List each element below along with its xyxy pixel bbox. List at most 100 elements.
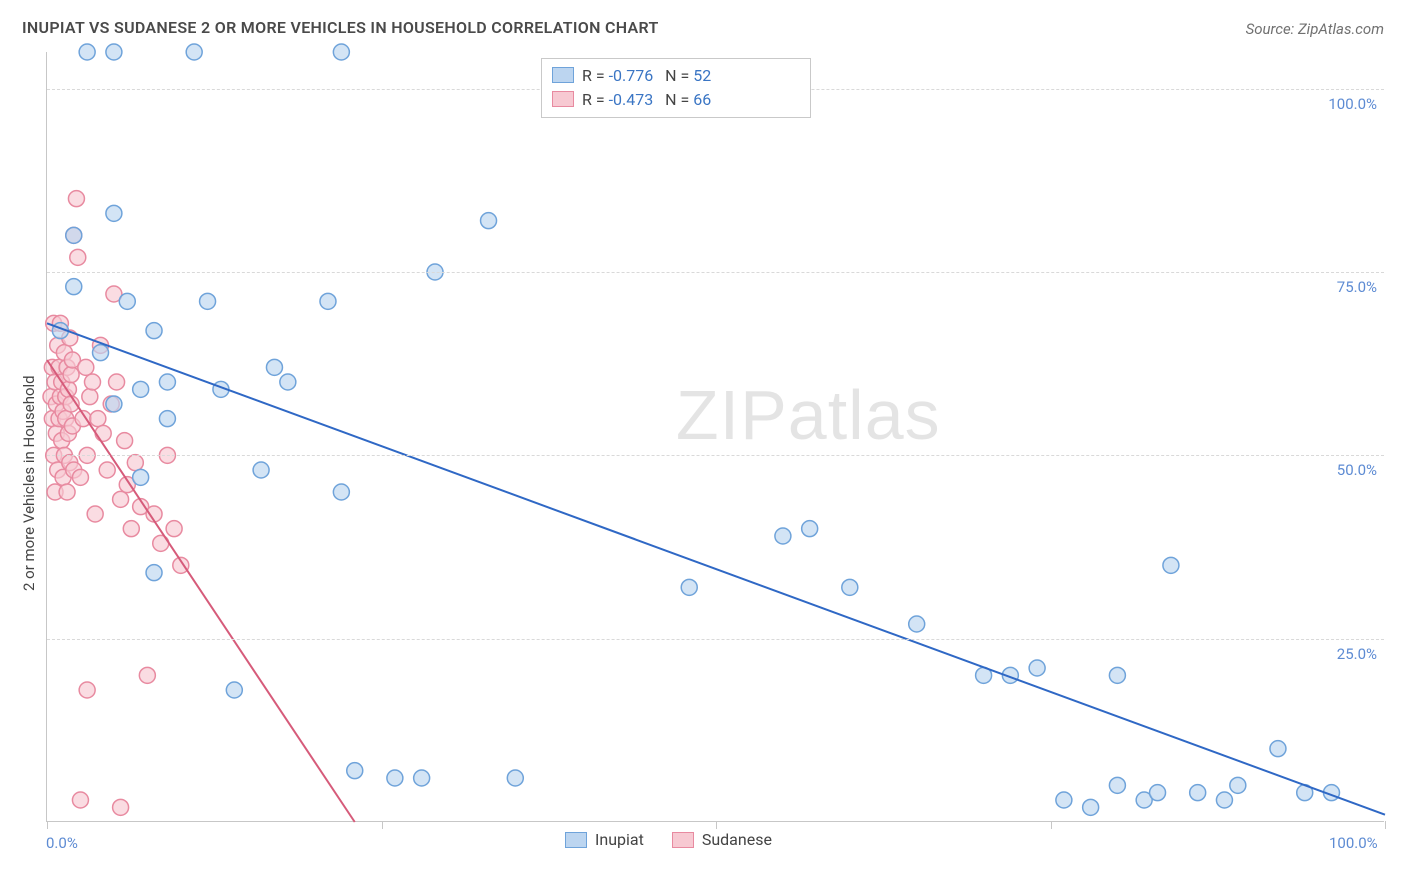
- inupiat-point: [159, 411, 175, 427]
- inupiat-point: [507, 770, 523, 786]
- legend-swatch: [552, 67, 574, 83]
- sudanese-point: [117, 433, 133, 449]
- legend-item-sudanese: Sudanese: [672, 830, 772, 849]
- inupiat-point: [1230, 777, 1246, 793]
- x-tick-label-right: 100.0%: [1329, 834, 1378, 852]
- inupiat-point: [802, 521, 818, 537]
- inupiat-point: [842, 579, 858, 595]
- legend-stats: R = -0.473 N = 66: [582, 90, 711, 109]
- inupiat-point: [266, 359, 282, 375]
- legend-item-inupiat: Inupiat: [565, 830, 644, 849]
- inupiat-point: [106, 396, 122, 412]
- chart-title: INUPIAT VS SUDANESE 2 OR MORE VEHICLES I…: [22, 18, 659, 37]
- inupiat-point: [79, 44, 95, 60]
- inupiat-point: [320, 293, 336, 309]
- legend-swatch: [552, 91, 574, 107]
- inupiat-point: [1150, 785, 1166, 801]
- inupiat-point: [333, 44, 349, 60]
- inupiat-point: [1056, 792, 1072, 808]
- scatter-canvas: [47, 52, 1385, 822]
- sudanese-point: [87, 506, 103, 522]
- sudanese-point: [99, 462, 115, 478]
- sudanese-point: [82, 389, 98, 405]
- inupiat-point: [146, 565, 162, 581]
- sudanese-point: [59, 484, 75, 500]
- sudanese-point: [63, 367, 79, 383]
- sudanese-point: [70, 249, 86, 265]
- source-attribution: Source: ZipAtlas.com: [1246, 20, 1384, 38]
- inupiat-point: [106, 205, 122, 221]
- legend-swatch: [672, 832, 694, 848]
- correlation-legend: R = -0.776 N = 52 R = -0.473 N = 66: [541, 58, 811, 118]
- inupiat-point: [200, 293, 216, 309]
- trend-line: [47, 360, 355, 822]
- y-tick-label: 25.0%: [1297, 645, 1377, 663]
- plot-area: ZIPatlas 25.0%50.0%75.0%100.0%: [46, 52, 1384, 822]
- legend-stats: R = -0.776 N = 52: [582, 66, 711, 85]
- y-axis-title: 2 or more Vehicles in Household: [20, 375, 38, 591]
- sudanese-point: [72, 469, 88, 485]
- inupiat-point: [1216, 792, 1232, 808]
- inupiat-point: [387, 770, 403, 786]
- y-tick-label: 75.0%: [1297, 278, 1377, 296]
- inupiat-point: [481, 213, 497, 229]
- inupiat-point: [159, 374, 175, 390]
- inupiat-point: [253, 462, 269, 478]
- inupiat-point: [133, 381, 149, 397]
- sudanese-point: [127, 455, 143, 471]
- sudanese-point: [72, 792, 88, 808]
- inupiat-point: [681, 579, 697, 595]
- sudanese-point: [109, 374, 125, 390]
- inupiat-point: [133, 469, 149, 485]
- x-tick: [382, 821, 383, 829]
- inupiat-point: [119, 293, 135, 309]
- inupiat-point: [280, 374, 296, 390]
- x-tick: [1385, 821, 1386, 829]
- sudanese-point: [68, 191, 84, 207]
- x-tick: [47, 821, 48, 829]
- inupiat-point: [1083, 799, 1099, 815]
- gridline: [47, 272, 1384, 273]
- legend-row-sudanese: R = -0.473 N = 66: [552, 87, 800, 111]
- legend-row-inupiat: R = -0.776 N = 52: [552, 63, 800, 87]
- legend-label: Sudanese: [702, 830, 772, 849]
- legend-label: Inupiat: [595, 830, 644, 849]
- sudanese-point: [84, 374, 100, 390]
- sudanese-point: [166, 521, 182, 537]
- x-tick: [1051, 821, 1052, 829]
- sudanese-point: [95, 425, 111, 441]
- inupiat-point: [1163, 557, 1179, 573]
- inupiat-point: [93, 345, 109, 361]
- inupiat-point: [66, 227, 82, 243]
- inupiat-point: [226, 682, 242, 698]
- inupiat-point: [909, 616, 925, 632]
- x-tick-label-left: 0.0%: [46, 834, 78, 852]
- y-tick-label: 100.0%: [1297, 95, 1377, 113]
- x-tick: [716, 821, 717, 829]
- inupiat-point: [186, 44, 202, 60]
- sudanese-point: [113, 491, 129, 507]
- sudanese-point: [90, 411, 106, 427]
- inupiat-point: [106, 44, 122, 60]
- inupiat-point: [414, 770, 430, 786]
- gridline: [47, 455, 1384, 456]
- inupiat-point: [347, 763, 363, 779]
- inupiat-point: [1109, 777, 1125, 793]
- inupiat-point: [1109, 667, 1125, 683]
- inupiat-point: [1190, 785, 1206, 801]
- inupiat-point: [146, 323, 162, 339]
- inupiat-point: [333, 484, 349, 500]
- inupiat-point: [1029, 660, 1045, 676]
- inupiat-point: [775, 528, 791, 544]
- series-legend: Inupiat Sudanese: [565, 830, 772, 849]
- sudanese-point: [79, 682, 95, 698]
- sudanese-point: [123, 521, 139, 537]
- inupiat-point: [1270, 741, 1286, 757]
- sudanese-point: [139, 667, 155, 683]
- trend-line: [47, 323, 1385, 814]
- y-tick-label: 50.0%: [1297, 461, 1377, 479]
- gridline: [47, 639, 1384, 640]
- inupiat-point: [66, 279, 82, 295]
- legend-swatch: [565, 832, 587, 848]
- sudanese-point: [113, 799, 129, 815]
